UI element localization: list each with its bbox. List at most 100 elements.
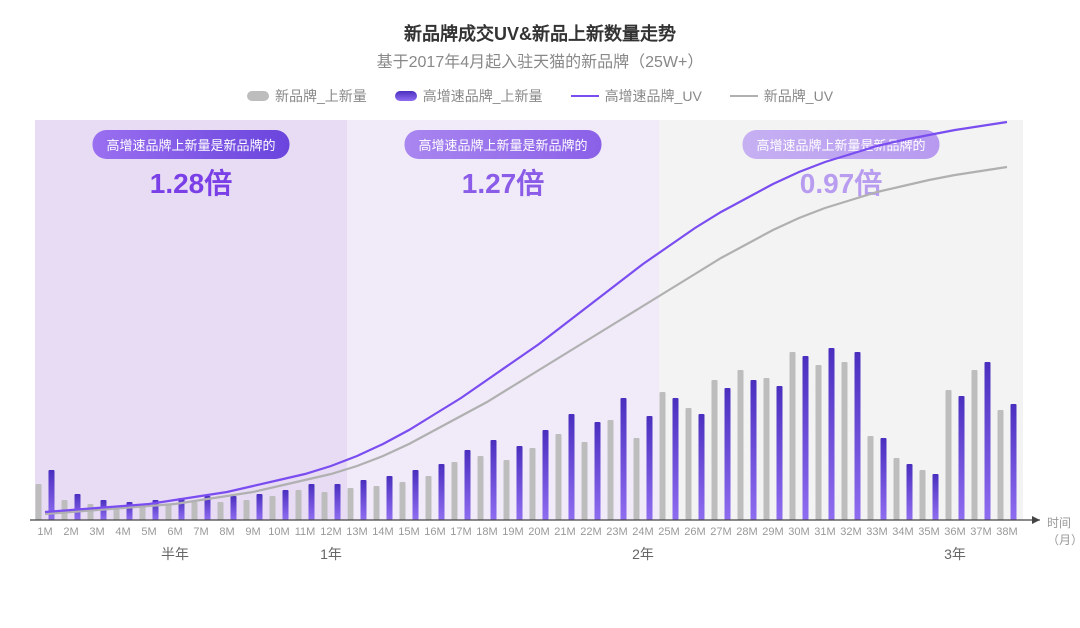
x-tick: 23M: [606, 526, 627, 538]
line-purple: [45, 122, 1007, 512]
plot-svg: [30, 120, 1045, 535]
bar-gray: [842, 362, 848, 520]
x-tick: 38M: [996, 526, 1017, 538]
x-axis-arrow-icon: [1032, 516, 1040, 524]
x-tick: 6M: [167, 526, 182, 538]
x-tick: 8M: [219, 526, 234, 538]
bar-gray: [634, 438, 640, 520]
bar-purple: [361, 480, 367, 520]
bar-purple: [881, 438, 887, 520]
bar-gray: [400, 482, 406, 520]
x-tick: 25M: [658, 526, 679, 538]
x-tick: 24M: [632, 526, 653, 538]
bar-gray: [322, 492, 328, 520]
bar-purple: [829, 348, 835, 520]
bar-gray: [764, 378, 770, 520]
bar-purple: [465, 450, 471, 520]
swatch-line-purple: [571, 95, 599, 97]
x-tick: 14M: [372, 526, 393, 538]
bar-purple: [439, 464, 445, 520]
legend-item-line-purple: 高增速品牌_UV: [571, 86, 702, 106]
bar-gray: [738, 370, 744, 520]
x-tick: 36M: [944, 526, 965, 538]
x-tick: 7M: [193, 526, 208, 538]
bar-purple: [75, 494, 81, 520]
bar-purple: [907, 464, 913, 520]
x-major-tick: 2年: [632, 544, 654, 564]
bar-gray: [920, 470, 926, 520]
x-tick: 30M: [788, 526, 809, 538]
bar-gray: [36, 484, 42, 520]
bar-purple: [179, 498, 185, 520]
x-tick: 31M: [814, 526, 835, 538]
bar-purple: [283, 490, 289, 520]
x-tick: 5M: [141, 526, 156, 538]
bar-gray: [582, 442, 588, 520]
legend-label: 高增速品牌_上新量: [423, 86, 543, 106]
bar-gray: [868, 436, 874, 520]
x-tick: 34M: [892, 526, 913, 538]
bar-purple: [985, 362, 991, 520]
x-tick: 11M: [295, 526, 316, 538]
x-tick: 10M: [268, 526, 289, 538]
swatch-line-gray: [730, 95, 758, 97]
bar-purple: [231, 496, 237, 520]
bar-gray: [348, 488, 354, 520]
bar-gray: [946, 390, 952, 520]
legend-label: 新品牌_UV: [764, 86, 833, 106]
x-tick: 18M: [476, 526, 497, 538]
bar-gray: [972, 370, 978, 520]
bar-gray: [608, 420, 614, 520]
x-tick: 3M: [89, 526, 104, 538]
x-tick: 22M: [580, 526, 601, 538]
bar-gray: [88, 504, 94, 520]
bar-purple: [517, 446, 523, 520]
bar-gray: [374, 486, 380, 520]
bar-purple: [647, 416, 653, 520]
swatch-bar-purple: [395, 91, 417, 101]
bar-gray: [790, 352, 796, 520]
bar-gray: [244, 500, 250, 520]
chart-area: 高增速品牌上新量是新品牌的1.28倍高增速品牌上新量是新品牌的1.27倍高增速品…: [30, 120, 1045, 535]
x-axis-label: 时间（月）: [1047, 514, 1080, 548]
bar-gray: [478, 456, 484, 520]
line-gray: [45, 167, 1007, 514]
x-tick: 27M: [710, 526, 731, 538]
bar-purple: [1011, 404, 1017, 520]
bar-gray: [426, 476, 432, 520]
bar-gray: [296, 490, 302, 520]
x-tick: 32M: [840, 526, 861, 538]
x-tick: 37M: [970, 526, 991, 538]
x-tick: 4M: [115, 526, 130, 538]
bar-gray: [530, 448, 536, 520]
bar-purple: [855, 352, 861, 520]
x-tick: 35M: [918, 526, 939, 538]
bar-gray: [686, 408, 692, 520]
bar-gray: [712, 380, 718, 520]
legend-item-bar-purple: 高增速品牌_上新量: [395, 86, 543, 106]
legend: 新品牌_上新量 高增速品牌_上新量 高增速品牌_UV 新品牌_UV: [30, 86, 1050, 106]
legend-item-bar-gray: 新品牌_上新量: [247, 86, 367, 106]
bar-purple: [491, 440, 497, 520]
bar-purple: [751, 380, 757, 520]
x-tick: 29M: [762, 526, 783, 538]
bar-purple: [803, 356, 809, 520]
bar-gray: [166, 504, 172, 520]
bar-purple: [569, 414, 575, 520]
bar-purple: [777, 386, 783, 520]
x-tick: 21M: [554, 526, 575, 538]
bar-gray: [816, 365, 822, 520]
bar-gray: [998, 410, 1004, 520]
bar-gray: [452, 462, 458, 520]
bar-gray: [192, 502, 198, 520]
bar-purple: [673, 398, 679, 520]
bar-purple: [933, 474, 939, 520]
bar-purple: [309, 484, 315, 520]
bar-purple: [543, 430, 549, 520]
bar-purple: [257, 494, 263, 520]
bar-gray: [556, 434, 562, 520]
bar-purple: [621, 398, 627, 520]
legend-label: 高增速品牌_UV: [605, 86, 702, 106]
bar-purple: [387, 476, 393, 520]
x-major-tick: 3年: [944, 544, 966, 564]
